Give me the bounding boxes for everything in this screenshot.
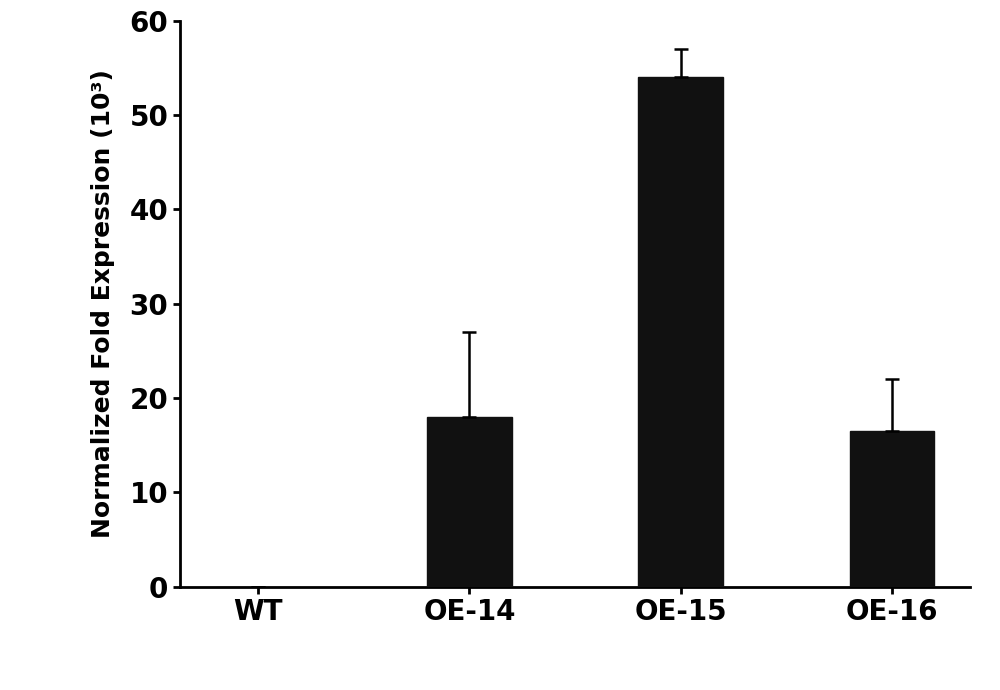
Bar xyxy=(427,417,512,586)
Bar xyxy=(850,431,934,586)
Y-axis label: Normalized Fold Expression (10³): Normalized Fold Expression (10³) xyxy=(91,69,115,538)
Bar xyxy=(638,77,723,586)
